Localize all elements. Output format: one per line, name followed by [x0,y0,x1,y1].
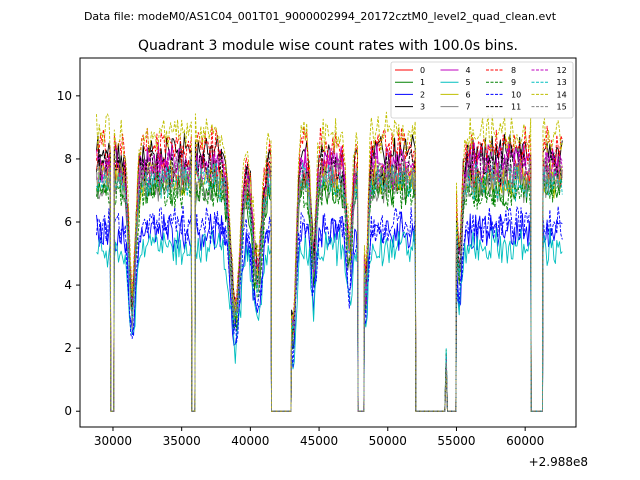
y-tick-label: 6 [64,215,72,229]
x-tick-label: 60000 [506,434,544,448]
series-line-15 [96,154,563,412]
legend-label-8: 8 [511,66,516,75]
legend-label-1: 1 [420,78,425,87]
y-tick-label: 0 [64,404,72,418]
x-tick-label: 45000 [300,434,338,448]
x-tick-label: 35000 [163,434,201,448]
legend-box [390,61,574,119]
legend-label-9: 9 [511,78,516,87]
series-line-8 [96,125,563,412]
series-line-2 [96,211,563,412]
figure-suptitle: Data file: modeM0/AS1C04_001T01_90000029… [84,10,557,23]
legend-label-10: 10 [511,90,521,99]
legend-label-6: 6 [466,90,471,99]
legend-label-7: 7 [466,103,471,112]
series-line-5 [96,227,563,412]
legend-label-14: 14 [557,90,567,99]
y-tick-label: 2 [64,341,72,355]
axes: 30000 35000 40000 45000 50000 55000 60000 0 2 4 6 8… [57,57,577,448]
legend-label-3: 3 [420,103,425,112]
y-tick-label: 4 [64,278,72,292]
legend-label-12: 12 [557,66,567,75]
x-tick-label: 40000 [231,434,269,448]
legend-label-5: 5 [466,78,471,87]
series-line-14 [96,111,563,412]
axes-frame [79,57,577,428]
series-line-13 [96,159,563,412]
x-tick-label: 50000 [369,434,407,448]
legend-label-11: 11 [511,103,521,112]
legend-label-0: 0 [420,66,425,75]
legend-label-4: 4 [466,66,471,75]
chart-title: Quadrant 3 module wise count rates with … [138,38,518,54]
y-tick-label: 10 [57,89,72,103]
series-line-9 [96,170,563,412]
legend-label-15: 15 [557,103,567,112]
series-line-10 [96,204,563,412]
x-tick-label: 30000 [94,434,132,448]
x-tick-label: 55000 [437,434,475,448]
x-offset-label: +2.988e8 [529,455,588,469]
plot-area [96,111,563,412]
legend-label-13: 13 [557,78,567,87]
legend-label-2: 2 [420,90,425,99]
y-tick-label: 8 [64,152,72,166]
